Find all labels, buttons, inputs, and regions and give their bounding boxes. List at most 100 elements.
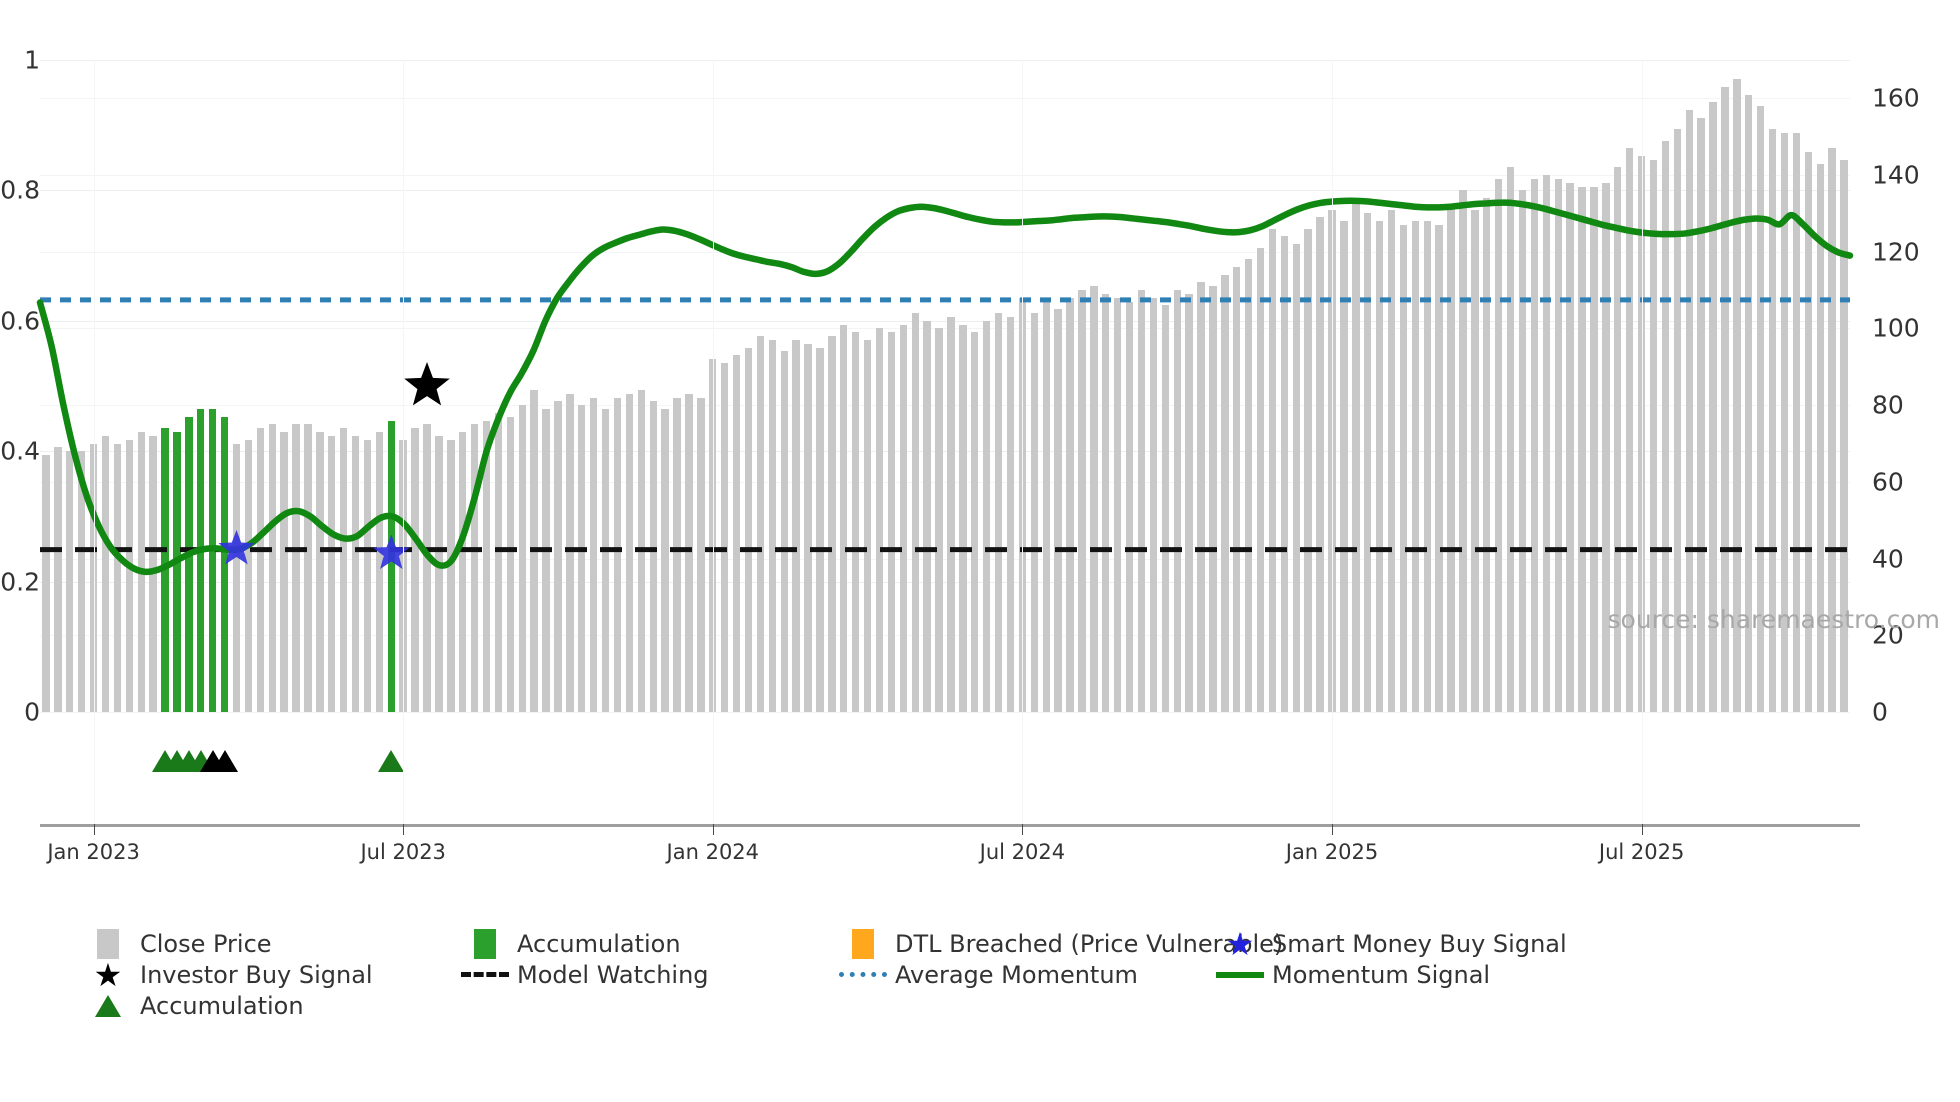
legend-item-close-price[interactable]: Close Price <box>80 928 272 959</box>
legend-item-model-watching[interactable]: Model Watching <box>457 959 709 990</box>
legend-item-smart-money-buy[interactable]: ★ Smart Money Buy Signal <box>1212 924 1567 963</box>
close-price-bar <box>244 439 253 712</box>
close-price-bar <box>1125 301 1134 712</box>
close-price-bar <box>923 320 931 712</box>
close-price-bar <box>613 397 622 712</box>
y-axis-left-tick-label: 0.8 <box>0 175 40 205</box>
close-price-bar <box>697 397 705 712</box>
close-price-bar <box>899 324 907 712</box>
close-price-bar <box>1447 205 1455 712</box>
close-price-bar <box>971 332 979 712</box>
close-price-bar <box>399 439 407 712</box>
close-price-bar <box>554 401 562 712</box>
average-momentum-dotted-line-icon <box>839 972 887 977</box>
close-price-bar <box>1102 293 1110 712</box>
x-gridline <box>1022 60 1024 824</box>
y-axis-right-tick-label: 100 <box>1872 313 1920 343</box>
y-axis-right-tick-label: 160 <box>1872 83 1920 113</box>
x-gridline <box>1641 60 1643 824</box>
close-price-bar <box>125 439 133 712</box>
legend-item-dtl-breached[interactable]: DTL Breached (Price Vulnerable) <box>835 928 1283 959</box>
x-gridline <box>1332 60 1333 824</box>
legend-label: Average Momentum <box>895 960 1138 989</box>
close-price-bar <box>1030 313 1038 712</box>
accumulation-bar <box>387 420 395 712</box>
close-price-bar <box>506 416 515 712</box>
close-price-swatch-icon <box>97 928 119 959</box>
accumulation-bar <box>185 416 193 712</box>
accumulation-triangle-marker <box>211 750 238 772</box>
close-price-bar <box>625 393 634 712</box>
close-price-bar <box>1316 217 1324 712</box>
x-axis-tick-label: Jan 2025 <box>1285 840 1379 864</box>
x-axis-tick-label: Jul 2023 <box>360 840 446 864</box>
smart-money-buy-star-icon: ★ <box>1225 924 1255 963</box>
average-momentum-key <box>835 972 891 977</box>
x-axis-tick-label: Jan 2023 <box>47 840 140 864</box>
close-price-bar <box>1256 247 1265 712</box>
dtl-breached-swatch-icon <box>852 928 874 959</box>
accumulation-marker-key <box>80 994 136 1017</box>
x-axis-tick <box>403 824 405 835</box>
close-price-bar <box>292 424 300 712</box>
close-price-bar <box>435 435 443 712</box>
close-price-bar <box>1149 297 1158 712</box>
y-axis-left-tick-label: 0 <box>24 697 40 727</box>
dtl-breached-key <box>835 928 891 959</box>
close-price-bar <box>339 428 348 712</box>
chart-legend: Close Price Accumulation DTL Breached (Pri… <box>80 928 1930 1021</box>
close-price-bar <box>66 451 74 712</box>
close-price-bar <box>601 409 610 712</box>
close-price-bar <box>685 393 693 712</box>
close-price-bar <box>1209 286 1217 712</box>
accumulation-bar <box>173 432 181 712</box>
close-price-bar <box>732 355 741 712</box>
close-price-bar <box>1304 228 1312 712</box>
close-price-bar <box>1113 297 1122 712</box>
close-price-bar <box>1197 282 1205 712</box>
close-price-bar <box>780 351 788 712</box>
accumulation-bar <box>220 416 229 712</box>
legend-item-momentum-signal[interactable]: Momentum Signal <box>1212 959 1490 990</box>
close-price-bar <box>1233 267 1241 712</box>
close-price-bar <box>935 328 943 712</box>
close-price-bar <box>1530 178 1539 712</box>
close-price-bar <box>1352 198 1360 712</box>
close-price-bar <box>1471 209 1479 712</box>
accumulation-marker-triangle-icon <box>95 994 121 1017</box>
investor-buy-star-icon: ★ <box>93 955 123 994</box>
legend-item-accumulation-marker[interactable]: Accumulation <box>80 990 304 1021</box>
close-price-bar <box>304 424 312 712</box>
close-price-bar <box>887 332 896 712</box>
close-price-bar <box>673 397 681 712</box>
close-price-bar <box>1137 290 1146 712</box>
legend-label: Investor Buy Signal <box>140 960 373 989</box>
legend-label: Momentum Signal <box>1272 960 1491 989</box>
legend-label: Smart Money Buy Signal <box>1272 929 1567 958</box>
momentum-signal-solid-line-icon <box>1216 971 1264 978</box>
x-axis-tick <box>93 824 95 835</box>
close-price-bar <box>363 439 372 712</box>
close-price-bar <box>959 324 967 712</box>
momentum-signal-key <box>1212 971 1268 978</box>
close-price-bar <box>982 320 991 712</box>
x-gridline <box>403 60 405 824</box>
legend-label: Model Watching <box>517 960 709 989</box>
close-price-bar <box>1375 221 1384 712</box>
close-price-bar <box>54 447 62 712</box>
legend-item-investor-buy[interactable]: ★ Investor Buy Signal <box>80 955 373 994</box>
close-price-bar <box>1399 224 1408 712</box>
model-watching-key <box>457 972 513 977</box>
close-price-bar <box>1435 224 1443 712</box>
plot-area <box>36 60 1854 713</box>
close-price-bar <box>863 339 872 712</box>
close-price-bar <box>1506 167 1515 712</box>
legend-item-average-momentum[interactable]: Average Momentum <box>835 959 1138 990</box>
close-price-bar <box>101 435 110 712</box>
close-price-bar <box>328 435 336 712</box>
close-price-bar <box>744 347 753 712</box>
legend-item-accumulation-bar[interactable]: Accumulation <box>457 928 681 959</box>
close-price-bar <box>1280 236 1289 712</box>
x-gridline <box>712 60 714 824</box>
close-price-bar <box>482 420 491 712</box>
